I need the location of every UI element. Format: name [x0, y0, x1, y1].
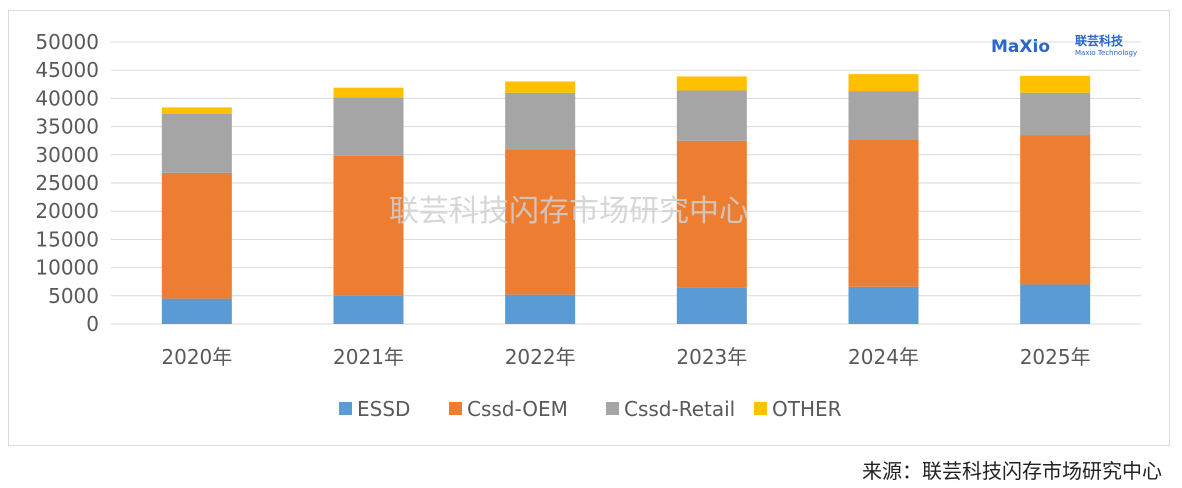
bars [161, 74, 1091, 324]
x-axis-ticks: 2020年 2021年 2022年 2023年 2024年 2025年 [161, 345, 1090, 369]
bar-segment-cssd-oem [333, 155, 404, 296]
y-tick-label: 45000 [35, 58, 99, 82]
x-tick-label: 2024年 [848, 345, 919, 369]
legend-item: ESSD [339, 397, 410, 421]
y-tick-label: 0 [86, 312, 99, 336]
bar-segment-essd [848, 286, 919, 324]
maxio-logo: MaXio 联芸科技 Maxio Technology [991, 33, 1137, 57]
x-tick-label: 2025年 [1020, 345, 1091, 369]
bar-segment-cssd-retail [848, 91, 919, 140]
bar-segment-cssd-oem [1020, 135, 1091, 285]
bar-segment-other [848, 74, 919, 92]
legend-swatch [449, 402, 462, 415]
bar-segment-cssd-oem [505, 149, 576, 295]
y-tick-label: 25000 [35, 171, 99, 195]
x-tick-label: 2022年 [505, 345, 576, 369]
legend-item: Cssd-Retail [606, 397, 735, 421]
bar-segment-essd [1020, 284, 1091, 324]
bar-segment-cssd-retail [333, 97, 404, 156]
bar-segment-essd [161, 298, 232, 324]
source-note: 来源：联芸科技闪存市场研究中心 [862, 459, 1162, 483]
y-tick-label: 40000 [35, 86, 99, 110]
legend-item: OTHER [754, 397, 842, 421]
legend-swatch [606, 402, 619, 415]
y-tick-label: 15000 [35, 227, 99, 251]
bar-segment-cssd-oem [161, 172, 232, 299]
y-tick-label: 5000 [48, 284, 99, 308]
watermark-text: 联芸科技闪存市场研究中心 [389, 194, 749, 229]
legend-swatch [754, 402, 767, 415]
legend-item: Cssd-OEM [449, 397, 568, 421]
stacked-bar-chart: 0 5000 10000 15000 20000 25000 30000 35000 40000… [35, 30, 1141, 421]
bar-segment-essd [505, 294, 576, 324]
logo-en: Maxio Technology [1075, 49, 1137, 57]
y-tick-label: 50000 [35, 30, 99, 54]
bar-segment-other [676, 76, 747, 91]
legend-label: Cssd-OEM [467, 397, 568, 421]
grid-lines [111, 41, 1141, 325]
bar-segment-cssd-oem [676, 140, 747, 288]
bar-segment-cssd-oem [848, 139, 919, 287]
chart-frame: 0 5000 10000 15000 20000 25000 30000 35000 40000… [8, 10, 1170, 446]
legend: ESSD Cssd-OEM Cssd-Retail OTHER [339, 397, 842, 421]
y-tick-label: 10000 [35, 256, 99, 280]
bar-segment-cssd-retail [505, 92, 576, 150]
y-tick-label: 20000 [35, 199, 99, 223]
x-tick-label: 2023年 [676, 345, 747, 369]
x-tick-label: 2021年 [333, 345, 404, 369]
logo-brand: MaXio [991, 37, 1050, 57]
bar-segment-other [505, 81, 576, 93]
bar-segment-essd [676, 287, 747, 324]
y-tick-label: 30000 [35, 143, 99, 167]
legend-label: OTHER [772, 397, 842, 421]
bar-segment-other [1020, 75, 1091, 93]
bar-segment-other [333, 87, 404, 98]
y-tick-label: 35000 [35, 115, 99, 139]
x-tick-label: 2020年 [161, 345, 232, 369]
legend-label: ESSD [357, 397, 410, 421]
logo-cn: 联芸科技 [1075, 33, 1124, 48]
bar-segment-essd [333, 295, 404, 324]
bar-segment-cssd-retail [161, 113, 232, 173]
bar-segment-cssd-retail [1020, 92, 1091, 136]
legend-swatch [339, 402, 352, 415]
legend-label: Cssd-Retail [624, 397, 735, 421]
bar-segment-other [161, 107, 232, 114]
y-axis-ticks: 0 5000 10000 15000 20000 25000 30000 35000 40000… [35, 30, 99, 336]
bar-segment-cssd-retail [676, 90, 747, 141]
